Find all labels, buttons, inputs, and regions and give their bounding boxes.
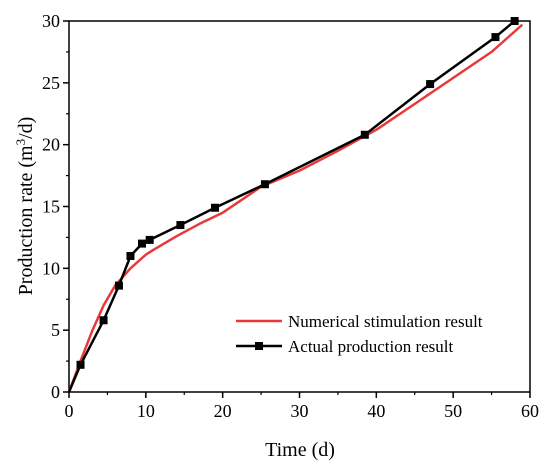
x-tick-label: 40 — [367, 401, 385, 421]
data-point-marker — [210, 203, 219, 212]
y-tick-label: 0 — [51, 382, 60, 402]
legend: Numerical stimulation result Actual prod… — [236, 312, 483, 356]
y-axis-title-suffix: /d) — [15, 117, 37, 139]
data-point-marker — [426, 80, 435, 89]
data-point-marker — [99, 316, 108, 325]
y-tick-label: 10 — [42, 258, 60, 278]
y-tick-label: 20 — [42, 135, 60, 155]
x-tick-label: 20 — [214, 401, 232, 421]
data-point-marker — [260, 180, 269, 189]
x-tick-label: 30 — [291, 401, 309, 421]
y-tick-label: 25 — [42, 73, 60, 93]
data-point-marker — [76, 360, 85, 369]
legend-marker-actual — [255, 342, 263, 350]
data-point-marker — [126, 251, 135, 260]
legend-label-actual: Actual production result — [288, 337, 454, 356]
y-axis-title-superscript: 3 — [13, 139, 28, 146]
legend-label-numerical: Numerical stimulation result — [288, 312, 483, 331]
data-point-marker — [137, 239, 146, 248]
y-axis-title: Production rate (m3/d) — [13, 117, 38, 296]
x-tick-label: 0 — [65, 401, 74, 421]
data-point-marker — [360, 130, 369, 139]
y-axis-title-prefix: Production rate (m — [15, 145, 37, 295]
series-layer — [67, 17, 524, 393]
axes-layer: 0 10 20 30 40 50 60 0 5 10 15 20 25 30 — [42, 11, 539, 421]
data-point-marker — [491, 33, 500, 42]
y-tick-label: 15 — [42, 197, 60, 217]
y-tick-label: 5 — [51, 320, 60, 340]
series-line-actual-production-result — [67, 20, 516, 393]
data-point-marker — [145, 235, 154, 244]
x-tick-label: 10 — [137, 401, 155, 421]
data-point-marker — [114, 281, 123, 290]
x-tick-label: 50 — [444, 401, 462, 421]
y-tick-label: 30 — [42, 11, 60, 31]
x-axis-title: Time (d) — [265, 439, 335, 461]
data-point-marker — [176, 221, 185, 230]
series-line-numerical-stimulation-result — [67, 23, 524, 393]
x-tick-label: 60 — [521, 401, 539, 421]
data-point-marker — [510, 17, 519, 25]
